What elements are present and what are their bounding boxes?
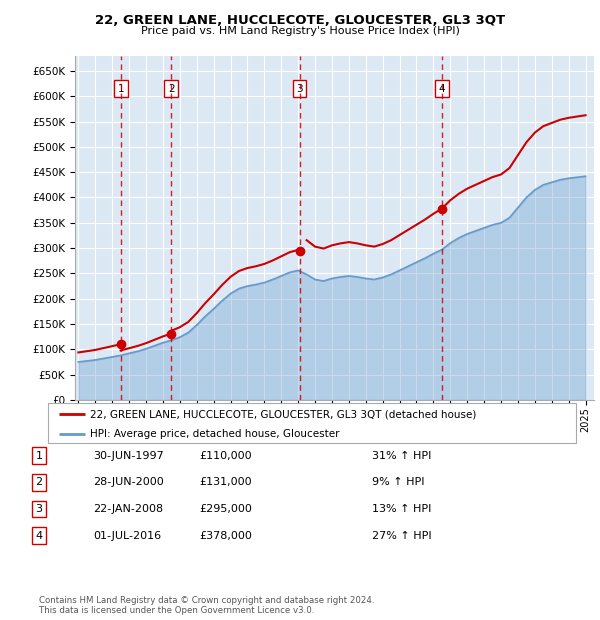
Text: £295,000: £295,000 [199,504,252,514]
Text: 1: 1 [35,451,43,461]
Text: 13% ↑ HPI: 13% ↑ HPI [372,504,431,514]
Text: 3: 3 [296,84,303,94]
Text: 27% ↑ HPI: 27% ↑ HPI [372,531,431,541]
Text: 4: 4 [35,531,43,541]
Text: 22-JAN-2008: 22-JAN-2008 [93,504,163,514]
Text: 4: 4 [439,84,445,94]
Text: Price paid vs. HM Land Registry's House Price Index (HPI): Price paid vs. HM Land Registry's House … [140,26,460,36]
Text: 2: 2 [168,84,175,94]
Text: 22, GREEN LANE, HUCCLECOTE, GLOUCESTER, GL3 3QT (detached house): 22, GREEN LANE, HUCCLECOTE, GLOUCESTER, … [90,409,476,419]
Text: £110,000: £110,000 [199,451,252,461]
Text: 01-JUL-2016: 01-JUL-2016 [93,531,161,541]
Text: 22, GREEN LANE, HUCCLECOTE, GLOUCESTER, GL3 3QT: 22, GREEN LANE, HUCCLECOTE, GLOUCESTER, … [95,14,505,27]
Text: Contains HM Land Registry data © Crown copyright and database right 2024.
This d: Contains HM Land Registry data © Crown c… [39,596,374,615]
Text: £131,000: £131,000 [199,477,252,487]
Text: 28-JUN-2000: 28-JUN-2000 [93,477,164,487]
Text: 1: 1 [118,84,124,94]
Text: 9% ↑ HPI: 9% ↑ HPI [372,477,425,487]
Text: 31% ↑ HPI: 31% ↑ HPI [372,451,431,461]
Text: 3: 3 [35,504,43,514]
Text: 2: 2 [35,477,43,487]
Text: 30-JUN-1997: 30-JUN-1997 [93,451,164,461]
Text: £378,000: £378,000 [199,531,252,541]
Text: HPI: Average price, detached house, Gloucester: HPI: Average price, detached house, Glou… [90,430,340,440]
FancyBboxPatch shape [48,403,576,443]
